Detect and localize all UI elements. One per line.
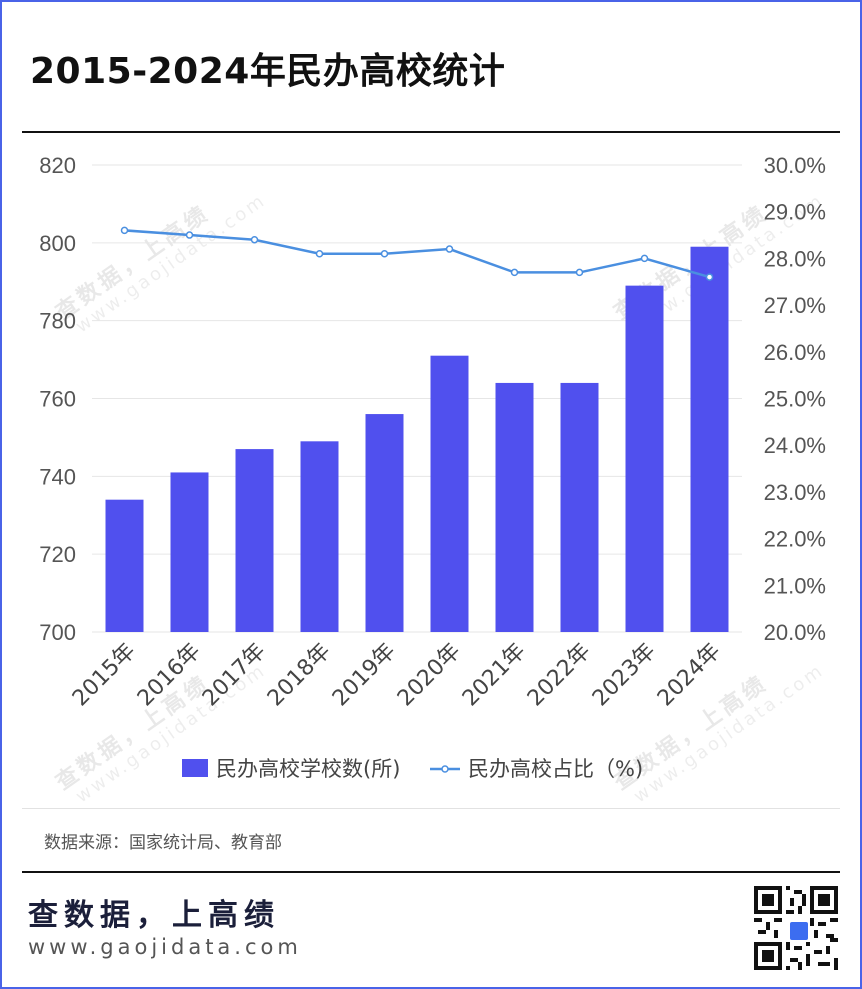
bar xyxy=(300,441,339,632)
left-tick-label: 820 xyxy=(39,153,76,178)
line-point xyxy=(445,245,454,253)
bar xyxy=(430,355,469,632)
right-tick-label: 25.0% xyxy=(764,387,826,412)
line-point xyxy=(250,235,259,244)
x-tick-label: 2018年 xyxy=(263,639,336,712)
line-point xyxy=(640,254,649,263)
right-tick-label: 20.0% xyxy=(764,620,826,645)
legend-line-marker xyxy=(441,765,449,773)
qr-logo-icon xyxy=(788,920,810,942)
legend-line-label: 民办高校占比（%) xyxy=(468,757,643,781)
combo-chart: 700 720 740 760 780 800 820 20.0% 21.0% 22.0% 23.… xyxy=(39,153,826,781)
qr-pattern xyxy=(754,886,838,970)
right-tick-label: 23.0% xyxy=(764,480,826,505)
right-tick-label: 30.0% xyxy=(764,153,826,178)
left-tick-label: 700 xyxy=(39,620,76,645)
line-point xyxy=(120,226,129,235)
footer-divider xyxy=(22,871,840,873)
data-source: 数据来源：国家统计局、教育部 xyxy=(44,833,282,853)
line-series xyxy=(120,226,714,281)
x-tick-label: 2015年 xyxy=(68,639,141,712)
line-point xyxy=(510,268,519,277)
legend: 民办高校学校数(所) 民办高校占比（%) xyxy=(182,757,643,781)
left-tick-label: 800 xyxy=(39,231,76,256)
brand-slogan: 查数据，上高绩 xyxy=(28,898,280,933)
page-title: 2015-2024年民办高校统计 xyxy=(30,51,506,92)
right-tick-label: 27.0% xyxy=(764,293,826,318)
left-axis-labels: 700 720 740 760 780 800 820 xyxy=(39,153,76,645)
right-tick-label: 22.0% xyxy=(764,527,826,552)
bar xyxy=(625,285,664,632)
line-point xyxy=(705,273,714,281)
x-tick-label: 2016年 xyxy=(133,639,206,712)
right-axis-labels: 20.0% 21.0% 22.0% 23.0% 24.0% 25.0% 26.0% 27.0%… xyxy=(764,153,826,645)
bar-series xyxy=(105,246,729,632)
left-tick-label: 780 xyxy=(39,309,76,334)
line-point xyxy=(315,249,324,258)
x-axis-labels: 2015年2016年2017年2018年2019年2020年2021年2022年… xyxy=(68,639,726,712)
right-tick-label: 29.0% xyxy=(764,200,826,225)
x-tick-label: 2020年 xyxy=(393,639,466,712)
bar xyxy=(560,382,599,632)
x-tick-label: 2023年 xyxy=(588,639,661,712)
right-tick-label: 21.0% xyxy=(764,573,826,598)
line-point xyxy=(575,268,584,277)
legend-bar-swatch xyxy=(182,759,208,777)
line-point xyxy=(185,231,194,239)
title-divider xyxy=(22,131,840,133)
bar xyxy=(235,449,274,632)
qr-code[interactable] xyxy=(752,884,840,972)
series-line xyxy=(124,229,710,279)
right-tick-label: 24.0% xyxy=(764,433,826,458)
legend-bar-label: 民办高校学校数(所) xyxy=(216,757,400,781)
bar xyxy=(690,246,729,632)
left-tick-label: 740 xyxy=(39,464,76,489)
bar xyxy=(170,472,209,632)
legend-divider xyxy=(22,808,840,809)
x-tick-label: 2022年 xyxy=(523,639,596,712)
brand-url: www.gaojidata.com xyxy=(28,935,302,959)
x-tick-label: 2017年 xyxy=(198,639,271,712)
bar xyxy=(495,382,534,632)
x-tick-label: 2019年 xyxy=(328,639,401,712)
bar xyxy=(365,414,404,632)
bar xyxy=(105,499,144,632)
left-tick-label: 760 xyxy=(39,387,76,412)
right-tick-label: 28.0% xyxy=(764,246,826,271)
x-tick-label: 2021年 xyxy=(458,639,531,712)
x-tick-label: 2024年 xyxy=(653,639,726,712)
line-point xyxy=(380,249,389,258)
right-tick-label: 26.0% xyxy=(764,340,826,365)
left-tick-label: 720 xyxy=(39,542,76,567)
